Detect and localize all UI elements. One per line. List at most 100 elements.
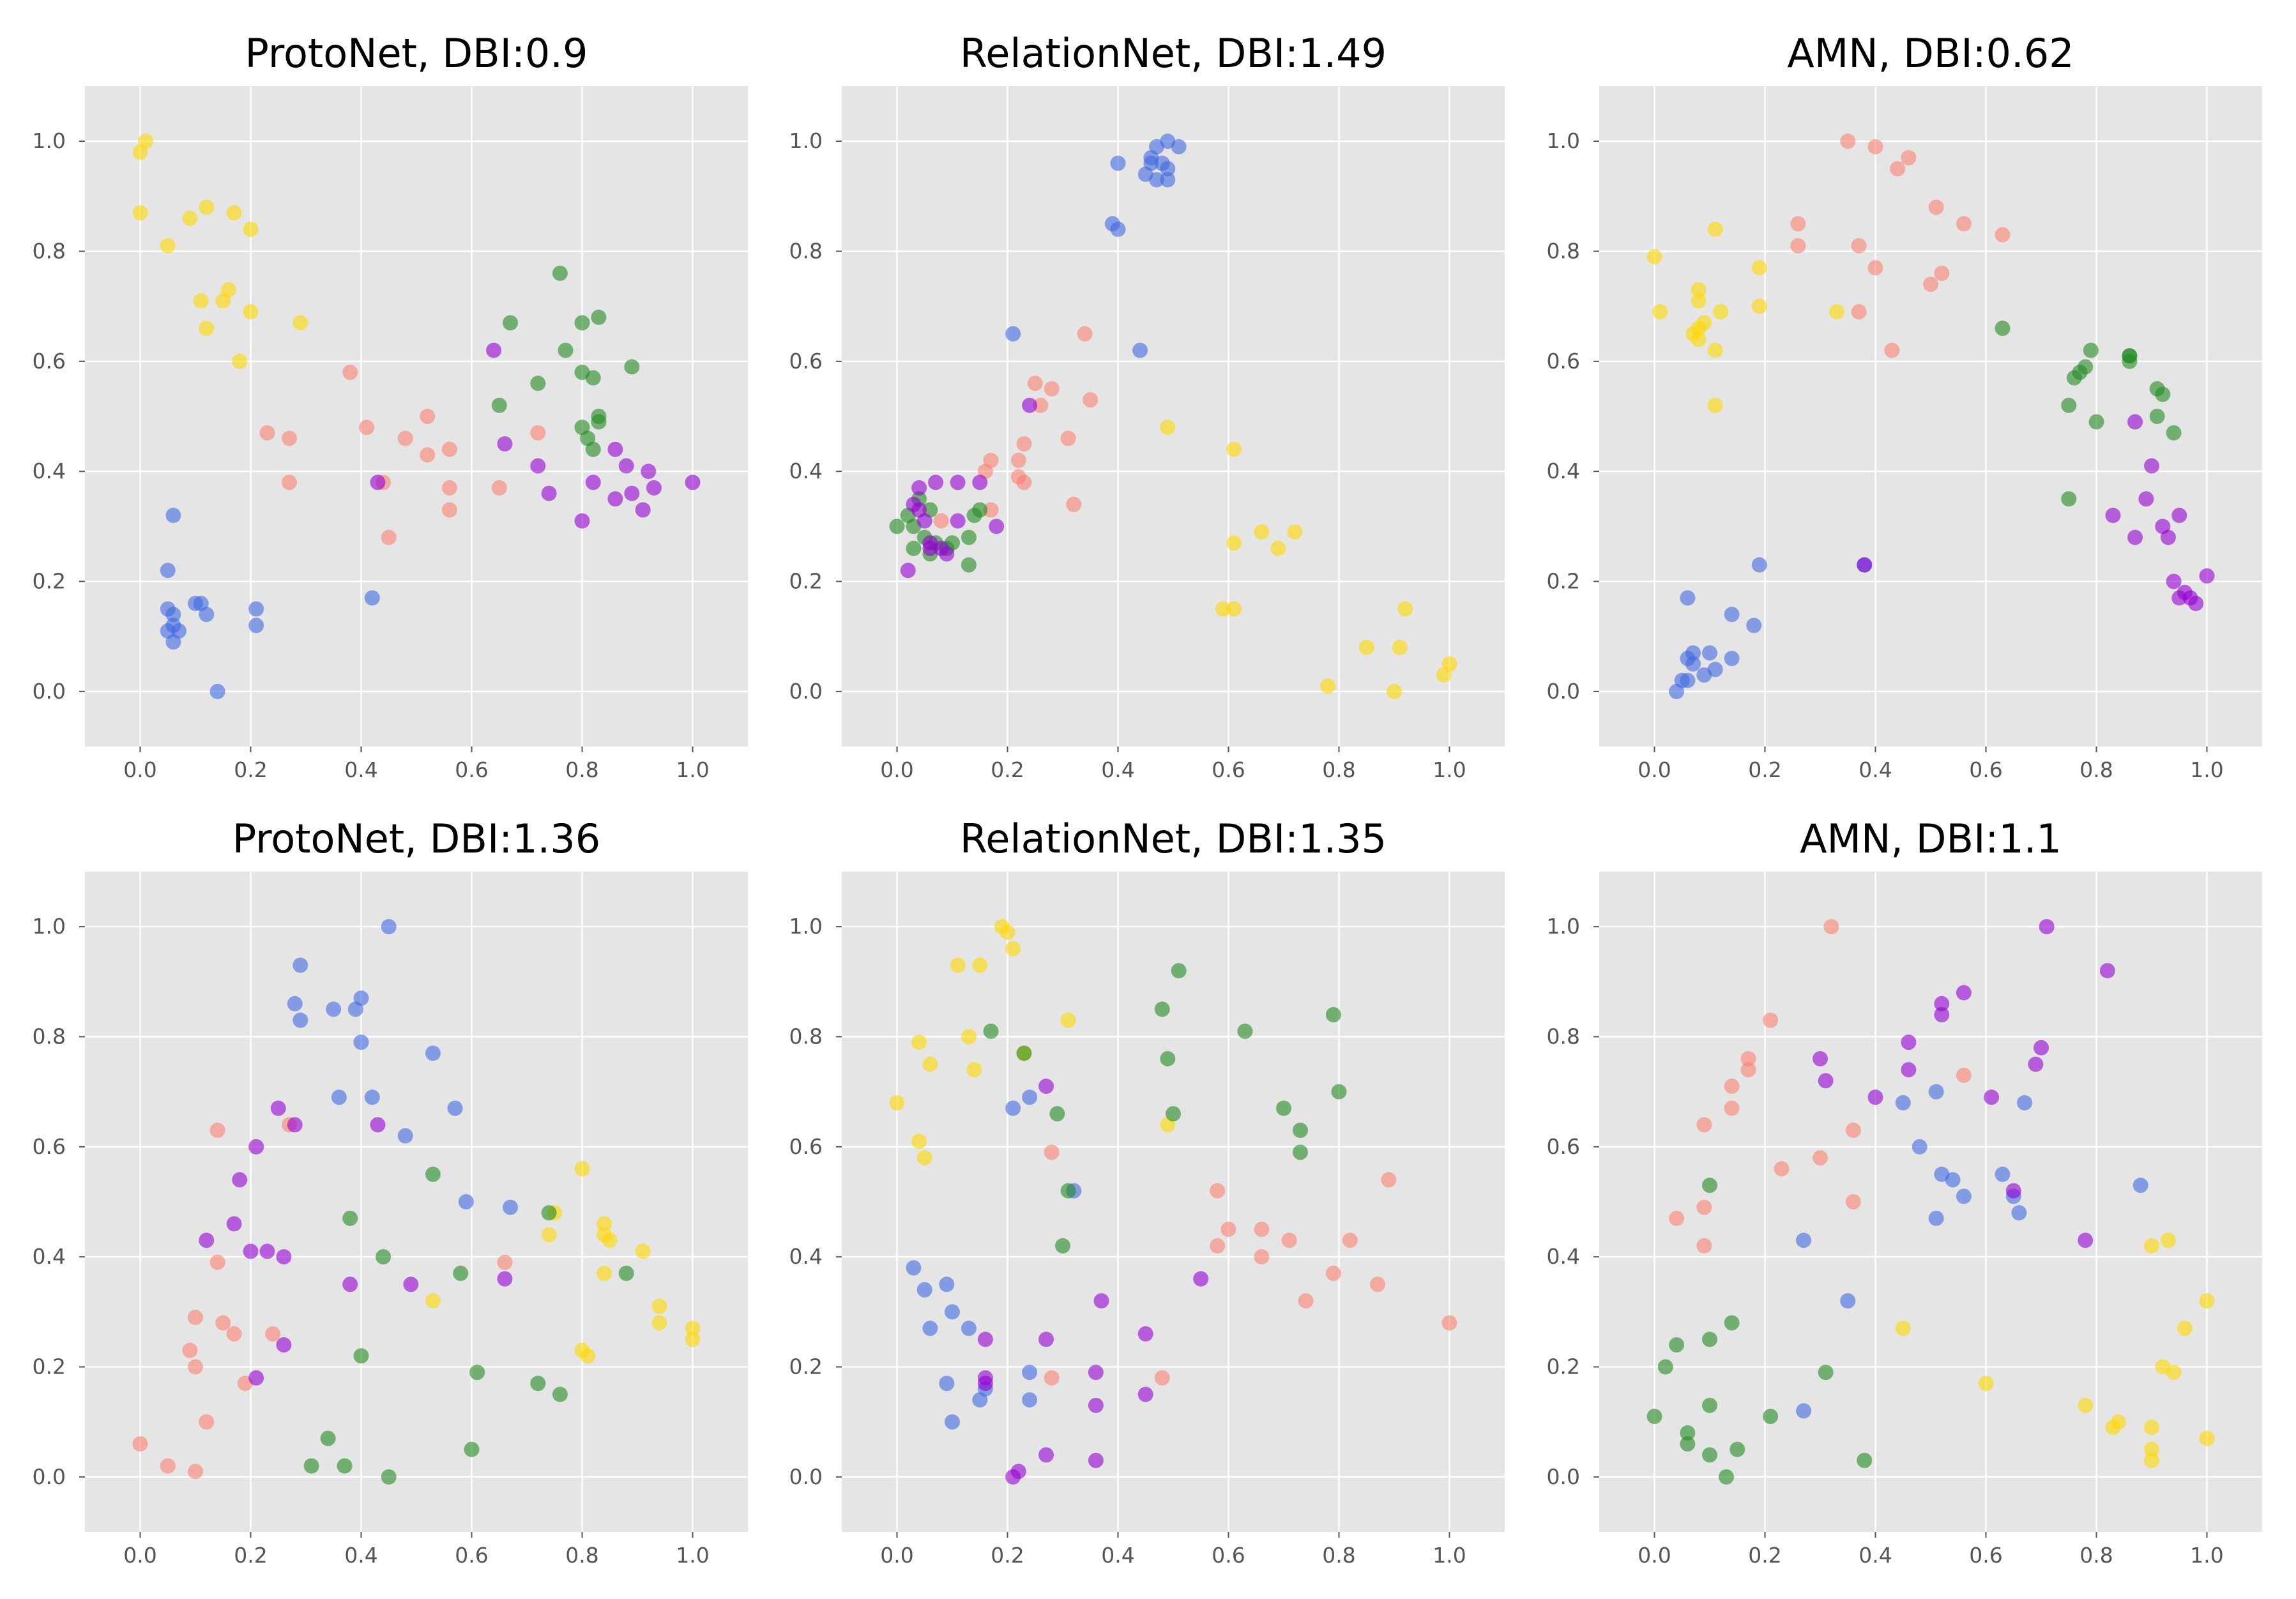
data-point-blue — [1995, 1166, 2011, 1182]
data-point-green — [464, 1441, 480, 1457]
data-point-salmon — [1033, 397, 1049, 413]
data-point-yellow — [2199, 1293, 2215, 1309]
y-tick-label: 0.0 — [1547, 1464, 1580, 1489]
data-point-blue — [248, 601, 264, 617]
data-point-purple — [1038, 1079, 1054, 1095]
data-point-purple — [199, 1232, 215, 1248]
plot-background — [85, 872, 748, 1532]
data-point-yellow — [2144, 1441, 2159, 1457]
data-point-purple — [2138, 491, 2154, 507]
data-point-green — [906, 540, 922, 556]
data-point-green — [961, 529, 977, 545]
data-point-green — [342, 1210, 358, 1226]
data-point-purple — [950, 513, 966, 529]
data-point-salmon — [420, 447, 436, 463]
data-point-yellow — [2105, 1420, 2121, 1436]
y-tick-label: 0.4 — [789, 458, 823, 483]
series-yellow — [1646, 222, 1844, 413]
data-point-salmon — [1077, 326, 1093, 342]
data-point-green — [503, 315, 519, 331]
data-point-blue — [1160, 161, 1176, 177]
data-point-green — [574, 315, 590, 331]
data-point-salmon — [1763, 1012, 1779, 1028]
data-point-salmon — [1016, 474, 1032, 490]
data-point-purple — [1137, 1386, 1153, 1402]
data-point-yellow — [1691, 331, 1707, 347]
data-point-blue — [1171, 139, 1187, 155]
x-tick-label: 0.2 — [991, 757, 1024, 782]
series-purple — [199, 1100, 513, 1386]
data-point-purple — [977, 1370, 993, 1386]
data-point-blue — [1022, 1089, 1038, 1105]
data-point-salmon — [188, 1464, 203, 1480]
data-point-yellow — [651, 1315, 667, 1331]
data-point-salmon — [226, 1326, 242, 1342]
data-point-green — [2083, 342, 2099, 358]
data-point-yellow — [2144, 1420, 2159, 1436]
series-green — [983, 963, 1347, 1254]
data-point-salmon — [199, 1414, 215, 1430]
data-point-purple — [287, 1117, 303, 1133]
data-point-yellow — [1392, 639, 1408, 655]
data-point-blue — [503, 1199, 519, 1215]
data-point-yellow — [1270, 540, 1286, 556]
data-point-blue — [160, 563, 176, 579]
data-point-green — [1276, 1100, 1291, 1116]
chart-title: ProtoNet, DBI:0.9 — [245, 30, 588, 77]
y-tick-label: 0.8 — [789, 1024, 823, 1049]
y-tick-label: 0.6 — [1547, 349, 1580, 374]
data-point-green — [1292, 1122, 1308, 1138]
data-point-blue — [458, 1194, 474, 1209]
data-point-yellow — [182, 210, 198, 226]
data-point-purple — [585, 474, 601, 490]
data-point-blue — [1680, 672, 1696, 688]
data-point-green — [591, 309, 607, 325]
data-point-green — [1657, 1359, 1673, 1375]
data-point-purple — [276, 1249, 292, 1265]
data-point-green — [2149, 409, 2165, 424]
data-point-purple — [618, 458, 634, 474]
data-point-purple — [1956, 985, 1972, 1001]
data-point-green — [2061, 397, 2077, 413]
data-point-blue — [165, 607, 181, 623]
data-point-green — [1669, 1337, 1685, 1353]
x-tick-label: 1.0 — [1433, 757, 1466, 782]
data-point-blue — [939, 1375, 955, 1391]
data-point-blue — [972, 1392, 988, 1408]
data-point-salmon — [983, 502, 999, 518]
data-point-salmon — [1441, 1315, 1457, 1331]
data-point-salmon — [132, 1436, 148, 1452]
data-point-yellow — [2166, 1365, 2182, 1381]
data-point-salmon — [1956, 1067, 1972, 1083]
series-blue — [1005, 133, 1187, 358]
y-tick-label: 1.0 — [33, 128, 66, 153]
data-point-salmon — [1774, 1161, 1790, 1177]
data-point-yellow — [2199, 1430, 2215, 1446]
data-point-green — [1166, 1106, 1181, 1122]
data-point-purple — [248, 1370, 264, 1386]
data-point-blue — [1022, 1392, 1038, 1408]
data-point-salmon — [381, 529, 397, 545]
data-point-purple — [1901, 1034, 1917, 1050]
data-point-salmon — [1016, 436, 1032, 452]
chart-title: AMN, DBI:1.1 — [1800, 815, 2062, 862]
data-point-blue — [248, 618, 264, 633]
series-green — [1646, 1178, 1873, 1485]
data-point-purple — [685, 474, 701, 490]
data-point-green — [624, 359, 640, 375]
data-point-purple — [939, 546, 955, 562]
data-point-salmon — [1890, 161, 1906, 177]
data-point-green — [1016, 1045, 1032, 1061]
data-point-purple — [1005, 1469, 1021, 1485]
data-point-salmon — [209, 1254, 225, 1270]
data-point-blue — [209, 683, 225, 699]
data-point-salmon — [1845, 1122, 1861, 1138]
data-point-blue — [1149, 172, 1165, 188]
data-point-salmon — [1083, 392, 1099, 408]
data-point-salmon — [1220, 1222, 1236, 1238]
data-point-purple — [270, 1100, 286, 1116]
data-point-purple — [1901, 1062, 1917, 1078]
data-point-green — [1171, 963, 1187, 979]
y-tick-label: 0.2 — [789, 569, 823, 594]
x-tick-label: 0.8 — [565, 757, 598, 782]
